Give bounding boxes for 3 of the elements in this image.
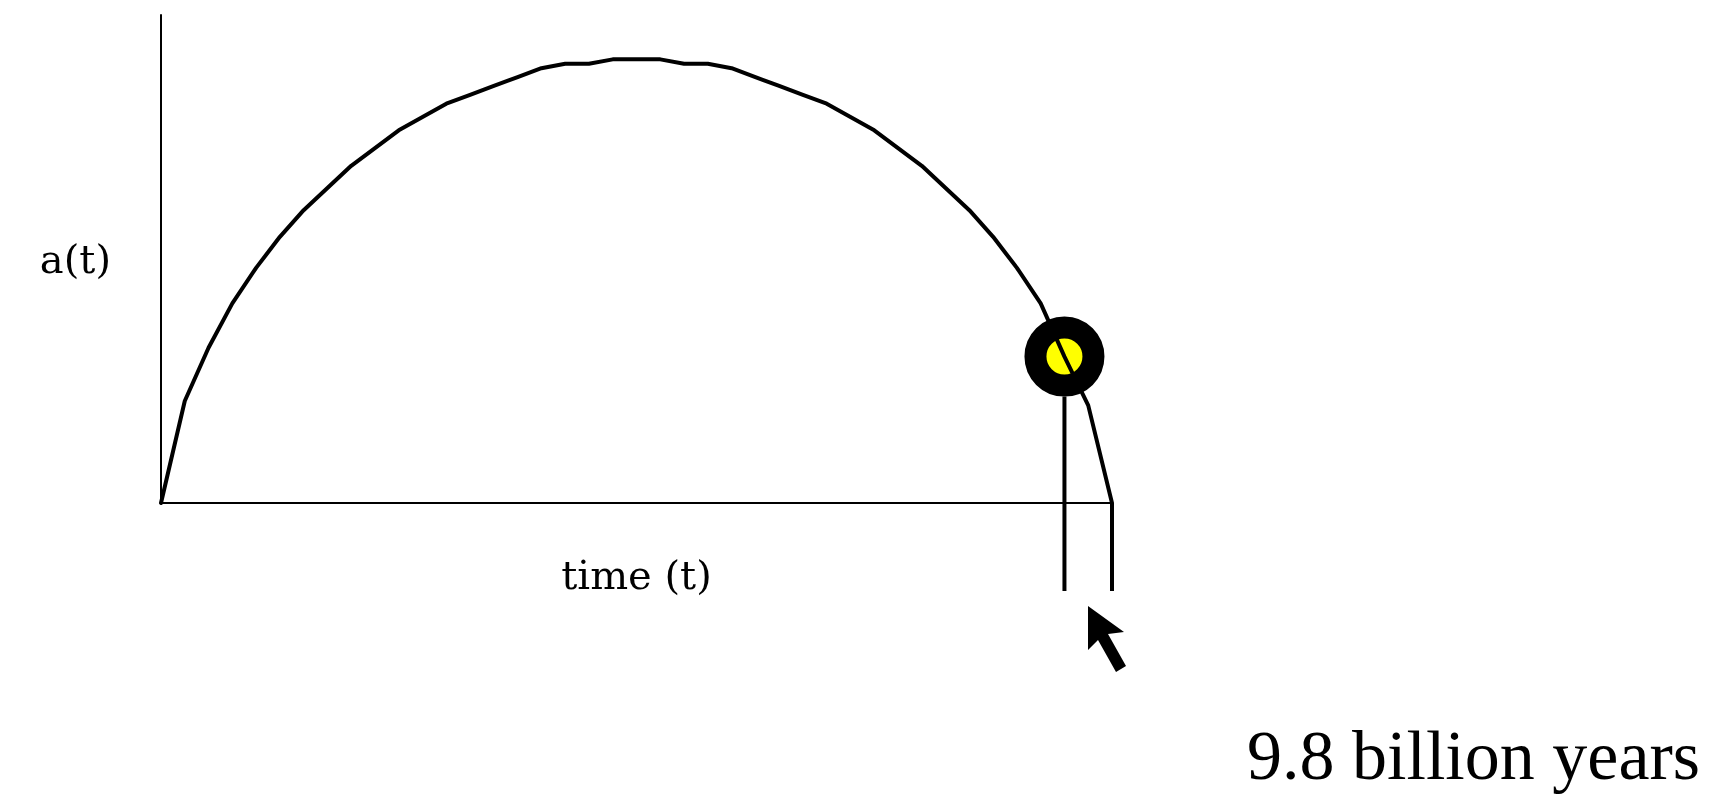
text: 9.8 billion years xyxy=(1247,717,1700,794)
x-axis-title: time (t) xyxy=(561,552,712,598)
y-axis-title: a(t) xyxy=(39,236,111,282)
